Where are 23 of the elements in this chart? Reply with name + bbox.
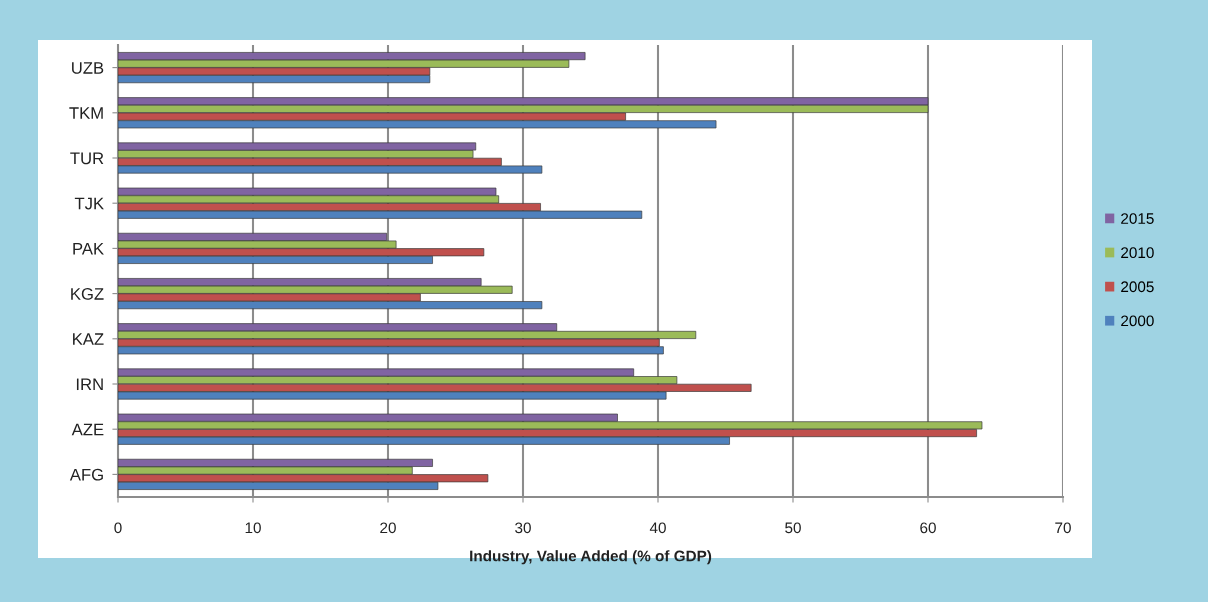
y-tick-label: KGZ — [71, 288, 104, 300]
legend-label: 2015 — [1121, 213, 1154, 224]
y-tick-label: AZE — [71, 423, 104, 436]
x-tick-label: 10 — [245, 522, 261, 534]
legend-label: 2010 — [1121, 247, 1154, 259]
x-tick-label: 40 — [649, 522, 666, 534]
y-tick-label: IRN — [76, 378, 103, 391]
legend-label: 2005 — [1121, 281, 1154, 293]
x-tick-label: 20 — [380, 522, 396, 534]
x-tick-label: 50 — [785, 522, 801, 534]
y-tick-label: TJK — [74, 197, 104, 210]
legend-label: 2000 — [1121, 315, 1154, 327]
y-tick-label: PAK — [73, 242, 104, 255]
x-tick-label: 0 — [114, 522, 122, 534]
x-tick-label: 70 — [1055, 522, 1071, 534]
y-tick-label: AFG — [69, 468, 103, 481]
y-tick-label: UZB — [72, 62, 104, 74]
x-tick-label: 30 — [515, 522, 531, 534]
y-tick-label: TUR — [70, 152, 104, 165]
y-tick-label: KAZ — [73, 333, 104, 345]
y-tick-label: TKM — [69, 107, 103, 119]
x-tick-label: 60 — [920, 522, 936, 534]
x-axis-title: Industry, Value Added (% of GDP) — [470, 550, 712, 565]
